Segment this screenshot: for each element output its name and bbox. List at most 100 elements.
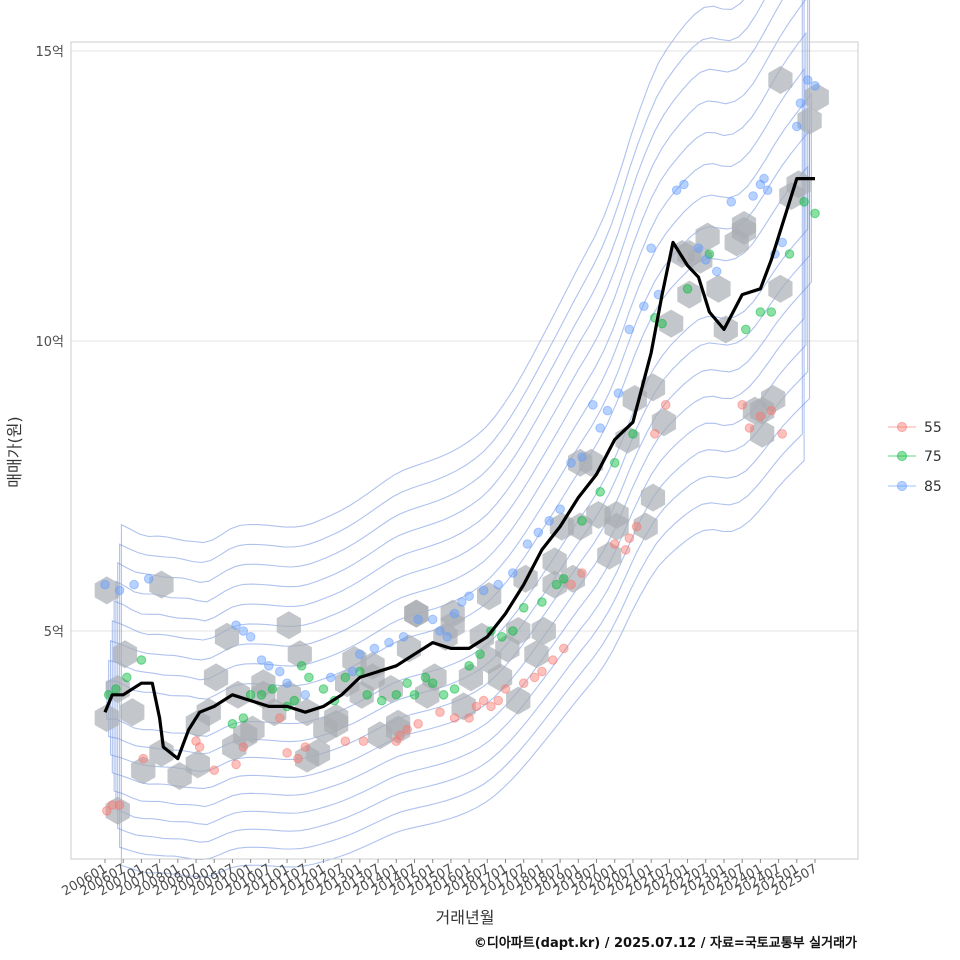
point-55: [471, 701, 482, 712]
point-75: [267, 684, 278, 694]
hexbin-cell: [804, 83, 829, 112]
point-75: [238, 713, 249, 723]
point-75: [245, 690, 256, 700]
point-55: [435, 707, 445, 718]
hexbin-cell: [797, 106, 822, 135]
hexbin-cell: [276, 680, 301, 709]
legend-label-55: 55: [924, 420, 942, 436]
y-axis-ticks: 5억 10억 15억: [35, 45, 64, 640]
point-75: [402, 678, 413, 689]
point-85: [726, 197, 737, 207]
point-55: [649, 429, 660, 439]
point-55: [660, 400, 671, 410]
point-85: [671, 185, 682, 195]
density-contours: [106, 0, 812, 878]
point-55: [300, 742, 311, 752]
hexbin-cell: [506, 686, 531, 715]
point-75: [136, 655, 147, 665]
point-75: [682, 284, 693, 294]
point-75: [449, 684, 460, 694]
x-axis-title: 거래년월: [436, 908, 495, 927]
point-85: [413, 614, 423, 625]
point-85: [427, 614, 438, 625]
point-85: [588, 400, 598, 410]
density-contour: [109, 92, 812, 772]
hexbin-cell: [240, 715, 265, 744]
hexbin-cell: [506, 617, 531, 645]
hexbin-cell: [706, 274, 731, 303]
legend-key-dot-55: [896, 421, 908, 433]
point-85: [711, 266, 722, 277]
point-55: [107, 800, 118, 810]
point-75: [755, 307, 766, 317]
point-55: [114, 800, 125, 810]
point-75: [376, 695, 387, 706]
hexbin-cell: [378, 675, 403, 703]
point-85: [398, 632, 409, 642]
point-55: [537, 666, 547, 677]
point-55: [558, 643, 569, 654]
point-75: [784, 249, 795, 259]
point-85: [449, 608, 460, 619]
point-85: [355, 649, 365, 660]
hexbin-cell: [367, 721, 392, 750]
hexbin-cell: [458, 663, 483, 692]
point-55: [500, 684, 511, 694]
point-85: [624, 324, 635, 335]
hexbin-cell: [731, 216, 757, 245]
hexbin-cell: [94, 704, 119, 732]
point-75: [628, 429, 638, 439]
point-85: [795, 98, 806, 108]
point-85: [300, 690, 311, 700]
hexbin-cell: [112, 640, 138, 669]
point-85: [544, 516, 555, 526]
hexbin-cell: [225, 680, 250, 709]
y-tick-label: 5억: [44, 625, 64, 640]
hexbin-cell: [750, 419, 775, 448]
point-85: [325, 672, 336, 683]
legend-key-dot-75: [896, 450, 908, 462]
point-55: [282, 748, 292, 758]
point-75: [318, 684, 329, 694]
point-55: [566, 579, 576, 590]
point-75: [464, 661, 474, 671]
point-55: [518, 678, 529, 689]
point-55: [577, 568, 587, 578]
point-55: [231, 759, 241, 770]
point-85: [231, 620, 241, 631]
trend-line: [103, 177, 815, 761]
point-55: [449, 713, 460, 723]
hexbin-cell: [287, 640, 312, 669]
point-85: [245, 632, 256, 642]
point-55: [413, 719, 423, 729]
point-85: [679, 179, 689, 190]
hexbin-cell: [524, 640, 549, 669]
point-55: [624, 533, 635, 544]
point-55: [620, 545, 631, 555]
point-75: [577, 516, 587, 526]
point-85: [693, 243, 704, 253]
legend-label-85: 85: [924, 479, 942, 495]
point-75: [537, 597, 547, 607]
point-55: [194, 742, 205, 752]
hexbin-cell: [651, 408, 676, 437]
hexbin-cell: [604, 512, 629, 541]
point-75: [256, 690, 267, 700]
point-85: [810, 81, 820, 91]
point-55: [548, 655, 558, 665]
hexbin-cell: [324, 709, 349, 738]
point-55: [358, 736, 369, 747]
point-75: [741, 324, 751, 335]
point-55: [478, 695, 489, 706]
point-75: [609, 458, 620, 468]
point-75: [518, 603, 529, 613]
point-85: [464, 591, 474, 602]
point-55: [102, 806, 112, 816]
point-75: [111, 684, 121, 694]
point-85: [566, 458, 576, 468]
point-75: [810, 208, 820, 219]
y-axis-title: 매매가(원): [5, 416, 24, 487]
hexbin-cell: [276, 611, 301, 640]
point-55: [464, 713, 474, 723]
point-55: [395, 730, 405, 741]
